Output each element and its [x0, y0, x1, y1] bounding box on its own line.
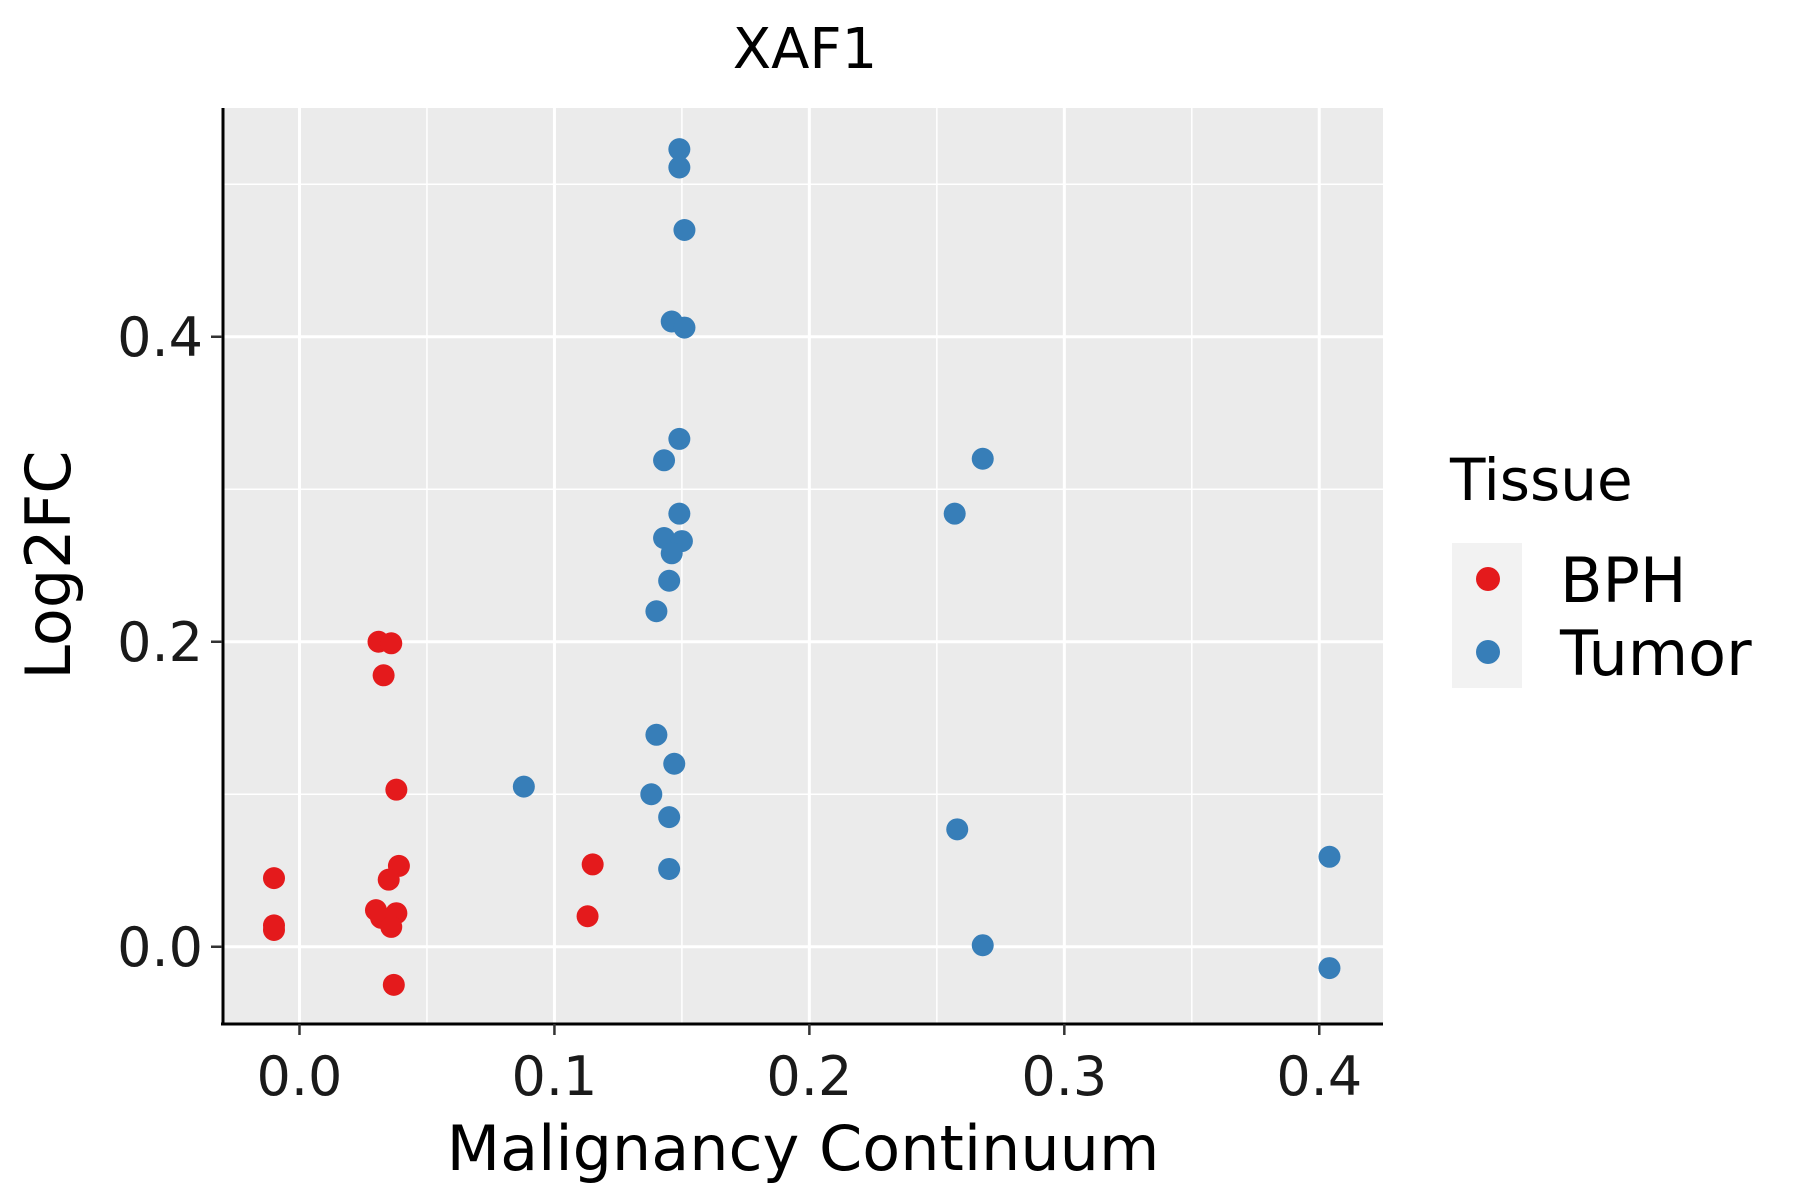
point-tumor	[658, 569, 681, 592]
x-axis-ticks: 0.0 0.1 0.2 0.3 0.4	[257, 1024, 1362, 1108]
point-tumor	[640, 783, 663, 806]
point-bph	[262, 918, 285, 941]
point-bph	[380, 915, 403, 938]
point-tumor	[658, 806, 681, 829]
point-bph	[576, 905, 599, 928]
point-bph	[385, 778, 408, 801]
legend-label-tumor: Tumor	[1559, 617, 1752, 690]
point-tumor	[1318, 957, 1341, 980]
legend-dot-tumor	[1476, 640, 1500, 664]
legend-key-background	[1452, 543, 1522, 688]
legend-title: Tissue	[1449, 446, 1633, 514]
point-tumor	[971, 934, 994, 957]
point-tumor	[645, 600, 668, 623]
point-tumor	[971, 447, 994, 470]
point-bph	[382, 973, 405, 996]
point-tumor	[1318, 845, 1341, 868]
point-tumor	[668, 156, 691, 179]
x-tick-label: 0.0	[257, 1045, 343, 1108]
point-tumor	[668, 427, 691, 450]
x-tick-label: 0.4	[1276, 1045, 1362, 1108]
point-bph	[377, 868, 400, 891]
legend-label-bph: BPH	[1560, 544, 1687, 617]
y-tick-label: 0.0	[117, 916, 203, 979]
y-axis-ticks: 0.0 0.2 0.4	[117, 306, 222, 979]
point-tumor	[673, 316, 696, 339]
point-tumor	[946, 818, 969, 841]
point-bph	[380, 632, 403, 655]
y-axis-label: Log2FC	[12, 450, 85, 679]
x-tick-label: 0.2	[766, 1045, 852, 1108]
point-tumor	[673, 219, 696, 241]
plot-panel	[223, 108, 1383, 1023]
point-tumor	[512, 775, 535, 798]
point-tumor	[658, 857, 681, 880]
data-points	[262, 138, 1341, 996]
point-tumor	[645, 723, 668, 746]
point-tumor	[668, 502, 691, 525]
y-tick-label: 0.2	[117, 611, 203, 674]
point-tumor	[668, 138, 691, 161]
y-tick-label: 0.4	[117, 306, 203, 369]
point-tumor	[653, 449, 676, 472]
x-tick-label: 0.3	[1021, 1045, 1107, 1108]
minor-gridlines	[223, 108, 1383, 1023]
legend-dot-bph	[1476, 567, 1500, 591]
point-bph	[581, 853, 604, 876]
point-tumor	[660, 542, 683, 565]
x-axis-label: Malignancy Continuum	[447, 1112, 1160, 1185]
chart-title: XAF1	[733, 17, 878, 82]
x-tick-label: 0.1	[511, 1045, 597, 1108]
point-bph	[372, 664, 395, 687]
legend: Tissue BPH Tumor	[1449, 446, 1752, 690]
point-tumor	[663, 752, 686, 775]
point-bph	[262, 867, 285, 890]
point-tumor	[943, 502, 966, 525]
major-gridlines	[223, 108, 1383, 1023]
